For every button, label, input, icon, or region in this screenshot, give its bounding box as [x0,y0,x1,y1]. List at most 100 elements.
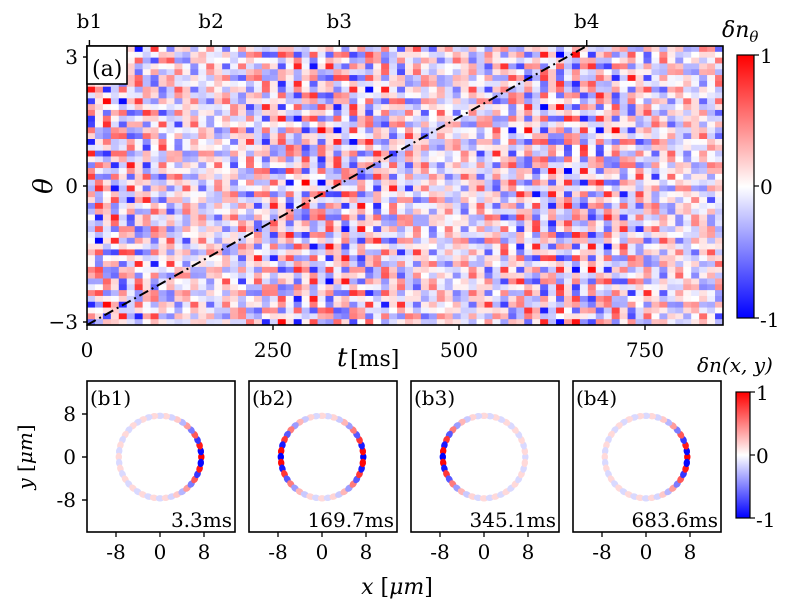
heatmap-cell [142,92,151,99]
heatmap-cell [277,150,287,157]
heatmap-cell [166,63,175,70]
heatmap-cell [595,266,605,274]
heatmap-cell [707,232,716,239]
heatmap-cell [341,51,350,59]
heatmap-cell [643,150,652,157]
heatmap-cell [269,156,279,163]
heatmap-cell [476,255,485,262]
heatmap-cell [261,168,271,175]
heatmap-cell [476,220,485,227]
heatmap-cell [365,139,374,146]
heatmap-cell [293,278,303,285]
heatmap-cell [627,208,636,215]
heatmap-cell [126,69,136,76]
heatmap-cell [365,208,374,215]
heatmap-cell [325,86,334,93]
heatmap-cell [564,156,573,163]
heatmap-cell [516,197,525,204]
heatmap-cell [214,278,223,285]
heatmap-cell [675,109,684,117]
heatmap-cell [373,243,382,250]
heatmap-cell [548,295,557,303]
heatmap-cell [436,46,446,53]
heatmap-cell [635,86,644,93]
heatmap-cell [349,261,358,268]
heatmap-cell [341,133,350,140]
heatmap-cell [691,162,700,169]
heatmap-cell [349,162,358,169]
heatmap-cell [126,80,136,88]
heatmap-cell [397,179,406,186]
heatmap-cell [643,121,652,128]
heatmap-cell [420,255,430,262]
heatmap-cell [190,290,199,297]
heatmap-cell [611,301,621,308]
heatmap-cell [158,127,167,134]
heatmap-cell [667,109,676,117]
heatmap-cell [206,115,215,122]
heatmap-cell [564,208,573,215]
top-marker-label-b4: b4 [574,9,600,33]
heatmap-cell [389,290,398,297]
heatmap-cell [285,63,295,70]
heatmap-cell [198,261,207,268]
heatmap-cell [571,185,581,192]
heatmap-cell [484,249,493,256]
x-tick-0: 0 [81,338,94,362]
heatmap-cell [444,278,454,285]
heatmap-cell [436,115,446,122]
heatmap-cell [182,109,191,117]
heatmap-cell [460,319,469,325]
heatmap-cell [659,220,668,227]
heatmap-cell [659,202,668,210]
heatmap-cell [158,202,167,210]
heatmap-cell [412,173,422,181]
heatmap-cell [349,109,358,117]
heatmap-cell [166,156,175,163]
heatmap-cell [381,266,390,274]
heatmap-cell [436,197,446,204]
panel-b-time: 345.1ms [470,508,556,532]
heatmap-cell [230,284,239,291]
heatmap-cell [293,255,303,262]
heatmap-cell [524,249,533,256]
heatmap-cell [309,290,318,297]
heatmap-cell [643,301,652,308]
heatmap-cell [357,115,366,122]
heatmap-cell [436,295,446,303]
heatmap-cell [269,226,279,233]
heatmap-cell [500,173,509,181]
heatmap-cell [683,121,692,128]
heatmap-cell [365,46,374,53]
heatmap-cell [277,121,287,128]
heatmap-cell [516,278,525,285]
heatmap-cell [460,121,469,128]
heatmap-cell [333,46,342,53]
heatmap-cell [516,266,525,274]
heatmap-cell [349,121,358,128]
heatmap-cell [579,243,589,250]
heatmap-cell [174,69,183,76]
heatmap-cell [484,69,493,76]
heatmap-cell [460,301,469,308]
heatmap-cell [659,144,668,152]
heatmap-cell [230,295,239,303]
heatmap-cell [373,232,382,239]
heatmap-cell [460,144,469,152]
heatmap-cell [174,57,183,64]
heatmap-cell [325,284,334,291]
heatmap-cell [389,261,398,268]
heatmap-cell [675,168,684,175]
heatmap-cell [667,98,676,105]
heatmap-cell [611,51,621,59]
heatmap-cell [428,69,438,76]
heatmap-cell [699,208,708,215]
heatmap-cell [246,191,255,198]
heatmap-cell [277,266,287,274]
heatmap-cell [246,226,255,233]
heatmap-cell [611,220,621,227]
heatmap-cell [556,92,565,99]
heatmap-cell [110,266,120,274]
heatmap-cell [532,202,541,210]
heatmap-cell [675,272,684,279]
